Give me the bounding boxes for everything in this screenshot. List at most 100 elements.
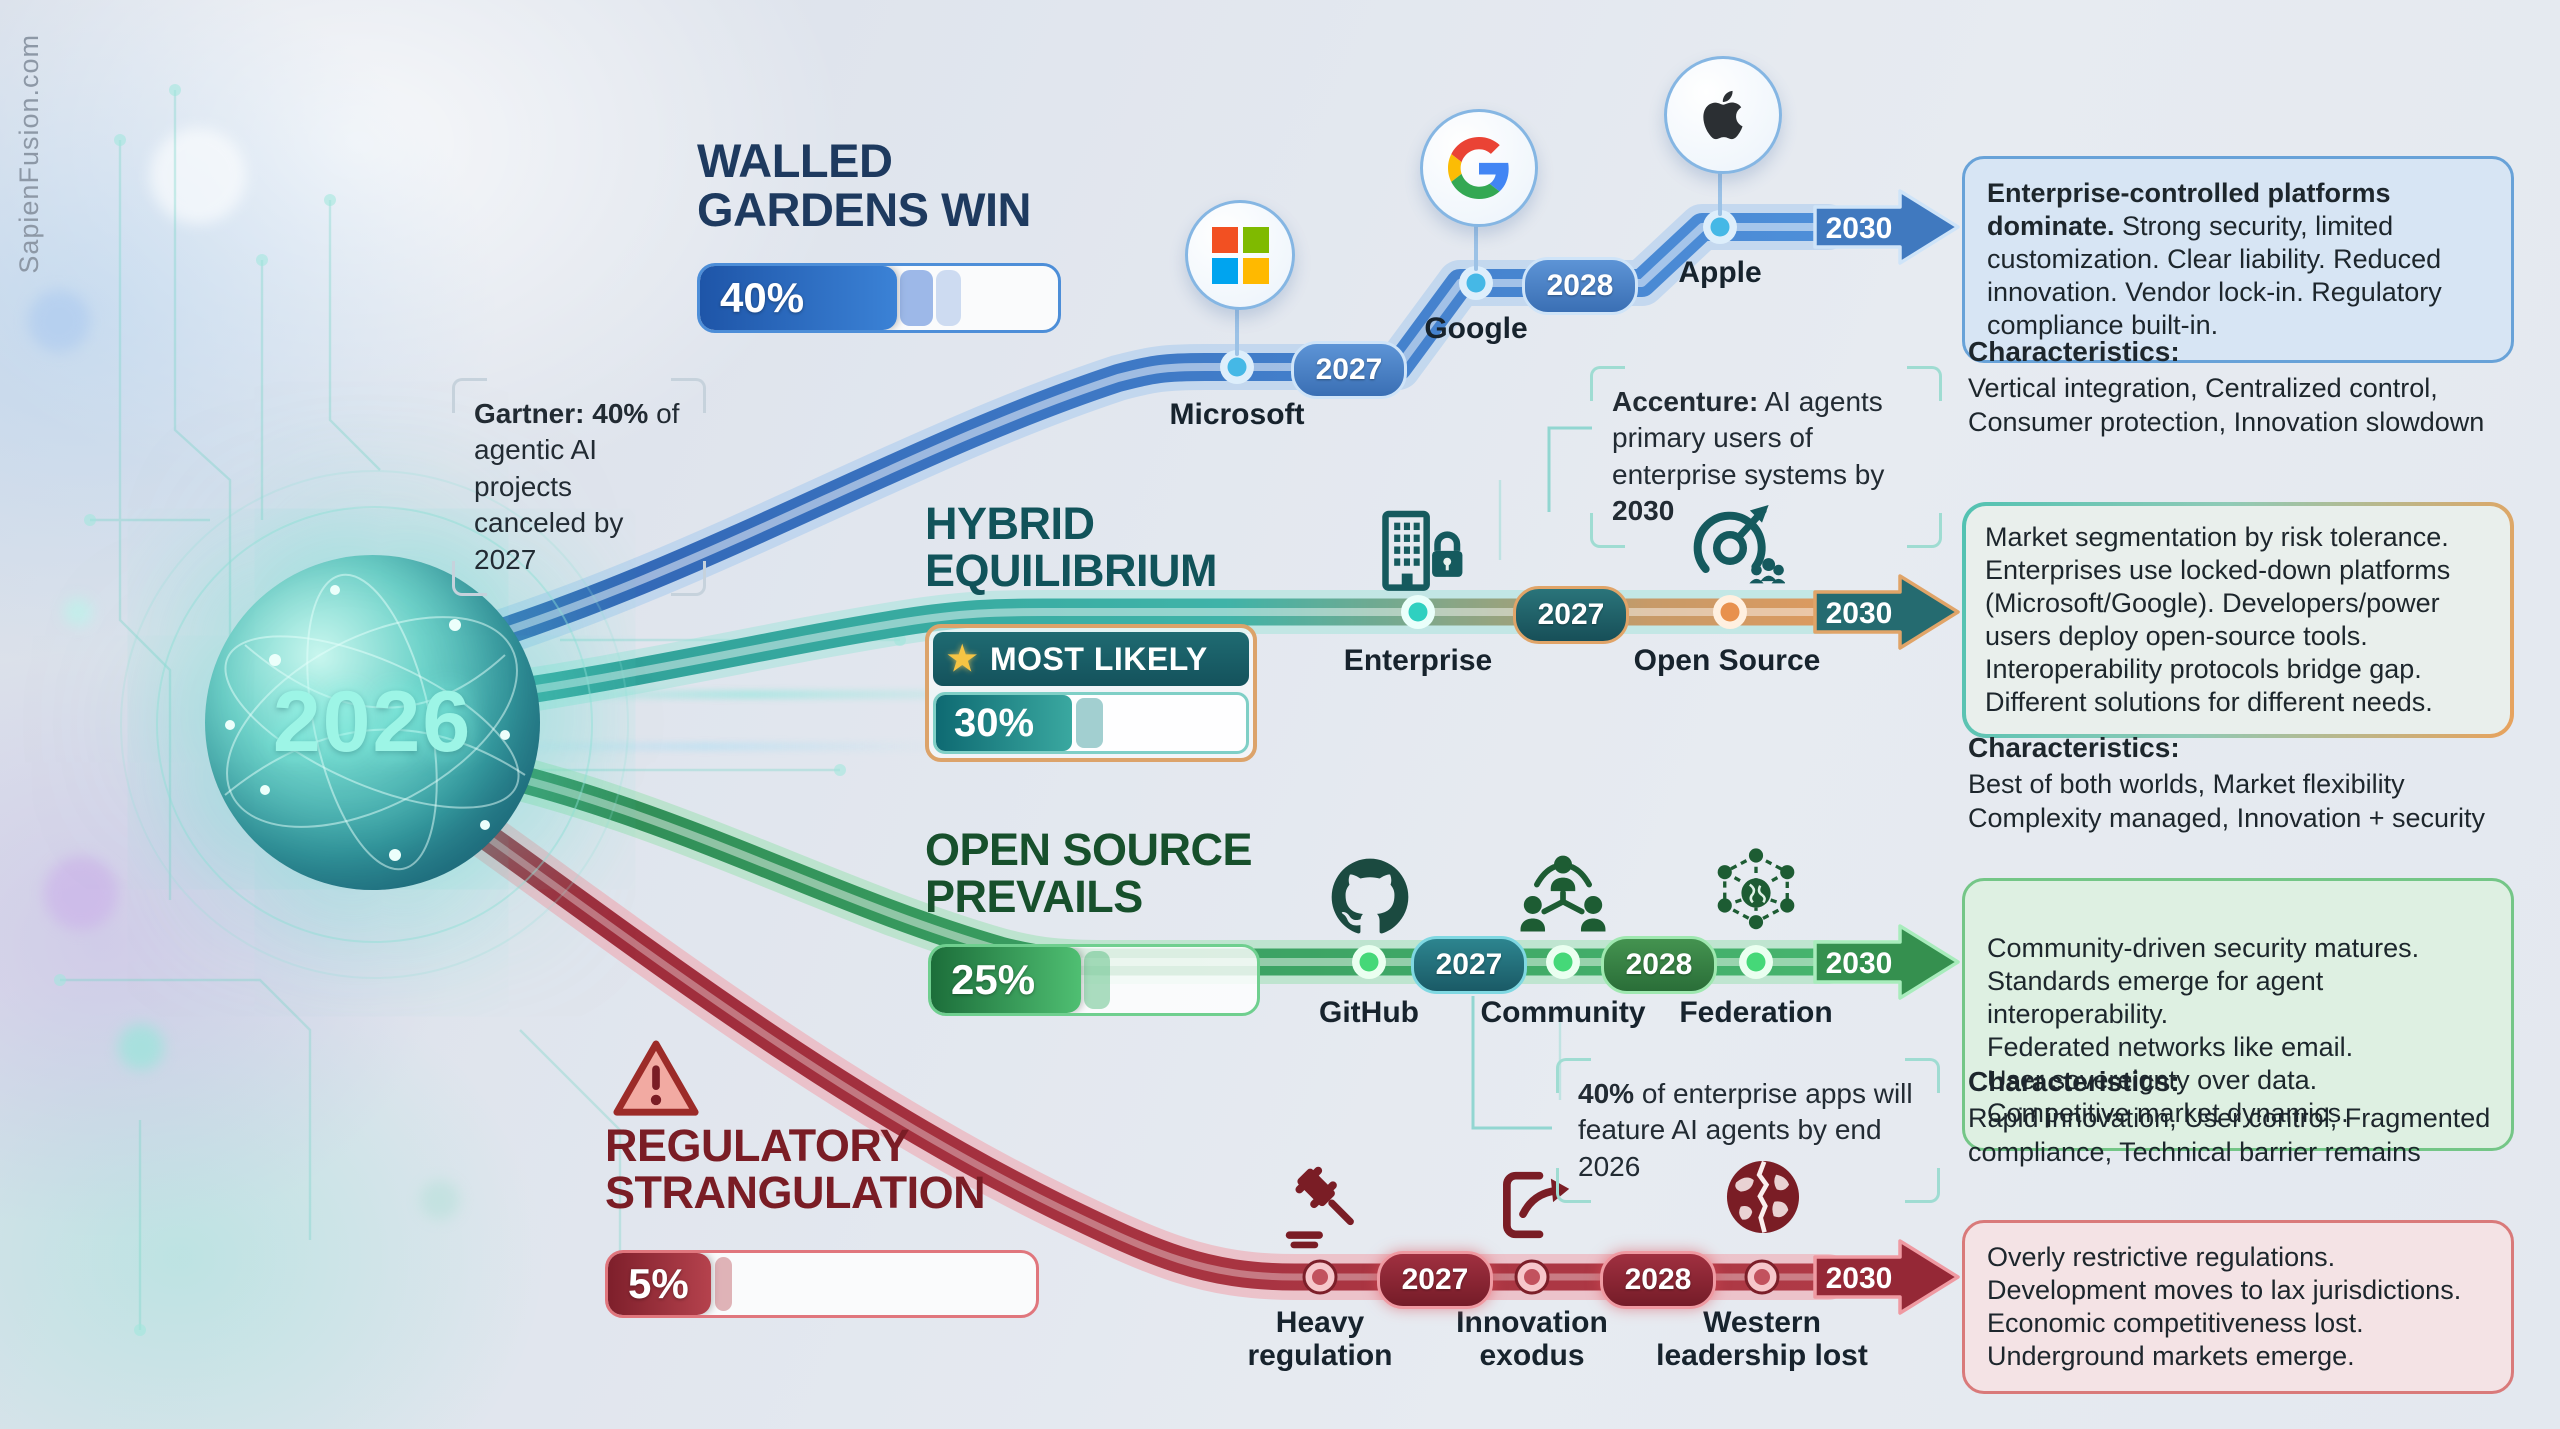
stop-label-western-leadership: Western leadership lost	[1656, 1306, 1868, 1372]
year-text: 2027	[1435, 948, 1503, 981]
cracked-globe-icon	[1716, 1150, 1810, 1244]
stop-label-federation: Federation	[1679, 996, 1833, 1029]
federation-icon	[1705, 842, 1807, 944]
star-icon: ★	[947, 640, 978, 678]
summary-panel-open: Community-driven security matures. Stand…	[1962, 878, 2514, 1151]
year-badge-2027-regulatory: 2027	[1377, 1251, 1493, 1309]
year-text: 2027	[1315, 353, 1383, 386]
arrow-2030-hybrid: 2030	[1813, 574, 1960, 650]
bracket-corner	[1590, 366, 1625, 401]
callout-apps-rest: of enterprise apps will feature AI agent…	[1578, 1078, 1913, 1182]
bracket-corner	[1556, 1058, 1591, 1093]
characteristics-open: Characteristics: Rapid innovation, User …	[1968, 1066, 2528, 1170]
characteristics-heading: Characteristics:	[1968, 336, 2180, 367]
probability-bar-regulatory: 5%	[605, 1250, 1039, 1318]
bokeh-orb	[44, 856, 118, 930]
characteristics-hybrid: Characteristics: Best of both worlds, Ma…	[1968, 732, 2528, 836]
summary-panel-regulatory: Overly restrictive regulations. Developm…	[1962, 1220, 2514, 1394]
icon-stem	[1718, 168, 1722, 216]
year-badge-2028-open: 2028	[1601, 936, 1717, 994]
bokeh-orb	[28, 290, 90, 352]
probability-bar-walled: 40%	[697, 263, 1061, 333]
bracket-corner	[1590, 512, 1625, 548]
most-likely-box: ★ MOST LIKELY 30%	[925, 624, 1257, 762]
year-text: 2030	[1826, 597, 1893, 630]
bracket-corner	[671, 560, 706, 596]
community-icon	[1512, 845, 1614, 947]
year-badge-2027-walled: 2027	[1291, 341, 1407, 399]
summary-lead: Enterprise-controlled platforms dominate…	[1987, 178, 2391, 241]
gavel-icon	[1273, 1156, 1369, 1252]
bracket-corner	[1905, 1168, 1940, 1204]
hub-mesh	[224, 573, 526, 871]
bracket-corner	[671, 378, 706, 413]
bracket-corner	[1907, 512, 1942, 548]
callout-enterprise-apps: 40% of enterprise apps will feature AI a…	[1556, 1058, 1940, 1204]
probability-value-walled: 40%	[720, 274, 805, 321]
stop-label-microsoft: Microsoft	[1169, 398, 1305, 431]
bar-segment	[900, 269, 933, 327]
probability-bar-open: 25%	[928, 944, 1260, 1016]
summary-text: Community-driven security matures. Stand…	[1987, 932, 2420, 1128]
summary-panel-hybrid-inner: Market segmentation by risk tolerance. E…	[1966, 506, 2510, 734]
characteristics-heading: Characteristics:	[1968, 1066, 2180, 1097]
probability-value-regulatory: 5%	[628, 1260, 689, 1307]
apple-icon	[1664, 56, 1782, 174]
github-icon	[1323, 850, 1417, 944]
year-text: 2027	[1401, 1263, 1469, 1296]
bracket-corner	[1907, 366, 1942, 401]
arrow-2030-open: 2030	[1813, 924, 1960, 1000]
exodus-icon	[1489, 1160, 1579, 1250]
arrow-2030-regulatory: 2030	[1813, 1239, 1960, 1315]
stop-label-innovation-exodus: Innovation exodus	[1456, 1306, 1608, 1372]
year-badge-2027-hybrid: 2027	[1513, 586, 1629, 644]
callout-gartner: Gartner: 40% of agentic AI projects canc…	[452, 378, 706, 596]
bracket-corner	[452, 378, 487, 413]
enterprise-icon	[1363, 498, 1473, 608]
year-badge-2028-walled: 2028	[1522, 257, 1638, 315]
callout-accenture-mid: AI agents primary users of enterprise sy…	[1612, 386, 1885, 490]
year-text: 2030	[1826, 947, 1893, 980]
scenario-title-open-source: OPEN SOURCE PREVAILS	[925, 824, 1253, 923]
year-text: 2030	[1826, 212, 1893, 245]
characteristics-walled: Characteristics: Vertical integration, C…	[1968, 336, 2528, 440]
bar-segment	[715, 1256, 733, 1312]
callout-accenture-bold: Accenture:	[1612, 386, 1759, 417]
scenario-title-hybrid: HYBRID EQUILIBRIUM	[925, 498, 1218, 597]
summary-text: Market segmentation by risk tolerance. E…	[1985, 522, 2451, 717]
warning-icon	[607, 1033, 705, 1127]
year-text: 2030	[1826, 1262, 1893, 1295]
probability-bar-hybrid: 30%	[933, 692, 1249, 754]
scenario-title-regulatory: REGULATORY STRANGULATION	[605, 1120, 986, 1219]
year-text: 2028	[1624, 1263, 1692, 1296]
bar-segment	[1084, 950, 1111, 1010]
characteristics-body: Best of both worlds, Market flexibility …	[1968, 769, 2486, 833]
year-text: 2028	[1546, 269, 1614, 302]
hub-sphere: 2026	[205, 555, 540, 890]
most-likely-label: MOST LIKELY	[989, 640, 1208, 677]
stop-label-community: Community	[1480, 996, 1646, 1029]
year-text: 2027	[1537, 598, 1605, 631]
bokeh-orb	[420, 1180, 460, 1220]
light-beam	[470, 742, 940, 751]
stop-label-heavy-regulation: Heavy regulation	[1247, 1306, 1393, 1372]
stop-label-enterprise: Enterprise	[1343, 644, 1493, 677]
most-likely-badge: ★ MOST LIKELY	[933, 632, 1249, 686]
scenario-title-walled-gardens: WALLED GARDENS WIN	[697, 134, 1031, 237]
hub-outer-ring	[120, 470, 629, 979]
bracket-corner	[1556, 1168, 1591, 1204]
probability-value-open: 25%	[951, 956, 1036, 1003]
bar-segment	[936, 269, 962, 327]
probability-value-hybrid: 30%	[954, 700, 1035, 745]
year-badge-2027-open: 2027	[1411, 936, 1527, 994]
arrow-2030-walled: 2030	[1813, 189, 1960, 265]
google-icon	[1420, 109, 1538, 227]
microsoft-icon	[1185, 200, 1295, 310]
bar-segment	[1075, 698, 1104, 748]
light-beam	[470, 690, 1030, 699]
callout-gartner-bold: Gartner: 40%	[474, 398, 649, 429]
bokeh-orb	[150, 128, 246, 224]
stop-label-google: Google	[1424, 312, 1528, 345]
bracket-corner	[1905, 1058, 1940, 1093]
